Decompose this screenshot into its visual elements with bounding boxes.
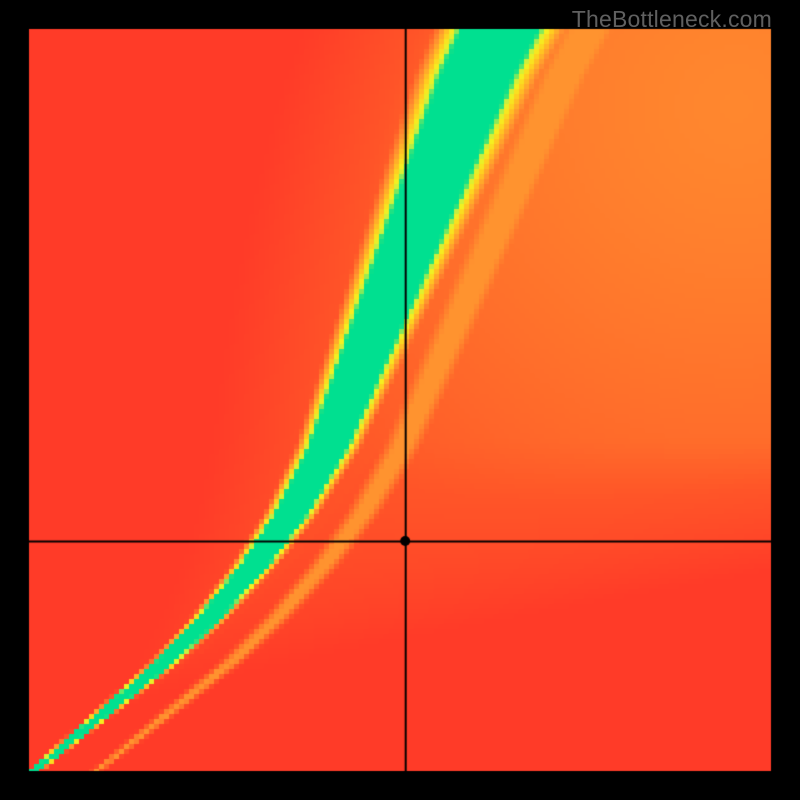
heatmap-canvas [0,0,800,800]
figure-root: TheBottleneck.com [0,0,800,800]
watermark-text: TheBottleneck.com [572,6,772,33]
